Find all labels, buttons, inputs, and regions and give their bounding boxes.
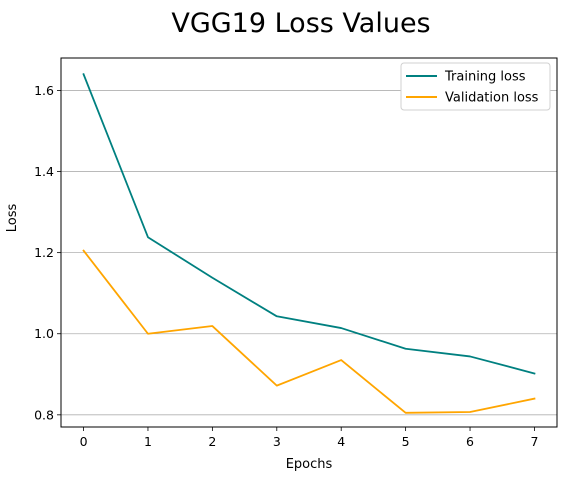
x-tick-label: 2 xyxy=(208,434,216,449)
y-tick-label: 1.0 xyxy=(34,326,54,341)
legend: Training loss Validation loss xyxy=(400,62,551,111)
x-tick-label: 5 xyxy=(402,434,410,449)
series-lines xyxy=(82,73,536,414)
x-tick-label: 4 xyxy=(337,434,345,449)
plot-area xyxy=(60,57,558,428)
series-line-training-loss xyxy=(82,73,536,375)
y-tick-label: 0.8 xyxy=(34,407,54,422)
x-tick-label: 3 xyxy=(273,434,281,449)
x-axis-label: Epochs xyxy=(286,457,333,472)
plot-background xyxy=(61,58,557,427)
plot-frame xyxy=(60,57,558,428)
legend-box xyxy=(400,62,551,111)
legend-label-training-loss: Training loss xyxy=(444,70,526,85)
y-tick-label: 1.2 xyxy=(34,245,54,260)
series-line-validation-loss xyxy=(82,249,536,414)
y-tick-label: 1.4 xyxy=(34,164,54,179)
x-tick-label: 6 xyxy=(466,434,474,449)
y-axis-ticks: 0.8 1.0 1.2 1.4 1.6 xyxy=(34,83,61,422)
x-tick-label: 1 xyxy=(144,434,152,449)
chart-title: VGG19 Loss Values xyxy=(171,8,430,39)
x-tick-label: 7 xyxy=(530,434,538,449)
grid-lines xyxy=(61,90,557,416)
y-axis-label: Loss xyxy=(5,204,20,233)
legend-label-validation-loss: Validation loss xyxy=(445,91,539,106)
x-tick-label: 0 xyxy=(80,434,88,449)
x-axis-ticks: 0 1 2 3 4 5 6 7 xyxy=(80,427,538,449)
y-tick-label: 1.6 xyxy=(34,83,54,98)
